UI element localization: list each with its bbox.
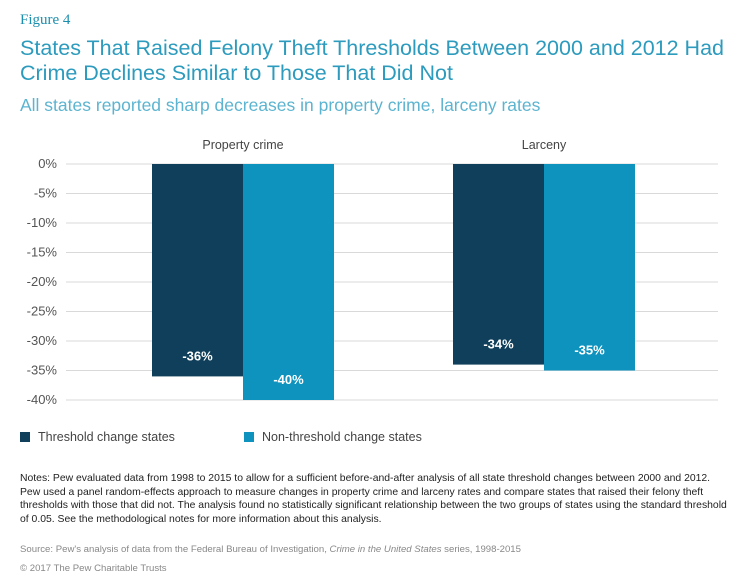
source-text: Source: Pew's analysis of data from the … <box>20 544 521 555</box>
y-tick-label: -20% <box>27 274 58 289</box>
y-tick-label: -15% <box>27 245 58 260</box>
y-tick-label: -25% <box>27 304 58 319</box>
legend-swatch-threshold <box>20 432 30 442</box>
copyright-text: © 2017 The Pew Charitable Trusts <box>20 563 167 574</box>
bar-data-label: -40% <box>273 372 304 387</box>
bar-data-label: -34% <box>483 337 514 352</box>
source-suffix: series, 1998-2015 <box>441 544 521 555</box>
figure-label: Figure 4 <box>20 12 71 28</box>
legend-label-non-threshold: Non-threshold change states <box>262 430 422 444</box>
bar <box>152 164 243 377</box>
legend-item-threshold: Threshold change states <box>20 430 175 444</box>
legend-swatch-non-threshold <box>244 432 254 442</box>
y-tick-label: -40% <box>27 392 58 407</box>
category-label: Property crime <box>202 138 283 152</box>
notes-text: Notes: Pew evaluated data from 1998 to 2… <box>20 473 727 525</box>
category-label: Larceny <box>522 138 567 152</box>
chart-subtitle: All states reported sharp decreases in p… <box>20 95 541 115</box>
y-tick-label: -30% <box>27 333 58 348</box>
source-prefix: Source: Pew's analysis of data from the … <box>20 544 330 555</box>
bar <box>453 164 544 365</box>
y-tick-label: -10% <box>27 215 58 230</box>
source-publication: Crime in the United States <box>329 544 442 555</box>
bar-data-label: -35% <box>574 343 605 358</box>
legend-item-non-threshold: Non-threshold change states <box>244 430 422 444</box>
bar-data-label: -36% <box>182 348 213 363</box>
y-tick-label: -35% <box>27 363 58 378</box>
bar-chart: 0% -5% -10% -15% -20% -25% -30% -35% -40% Propert… <box>27 138 718 407</box>
y-tick-label: -5% <box>34 186 58 201</box>
chart-title: States That Raised Felony Theft Threshol… <box>20 36 724 85</box>
y-tick-label: 0% <box>38 156 57 171</box>
legend-label-threshold: Threshold change states <box>38 430 175 444</box>
bar <box>544 164 635 371</box>
bar <box>243 164 334 400</box>
